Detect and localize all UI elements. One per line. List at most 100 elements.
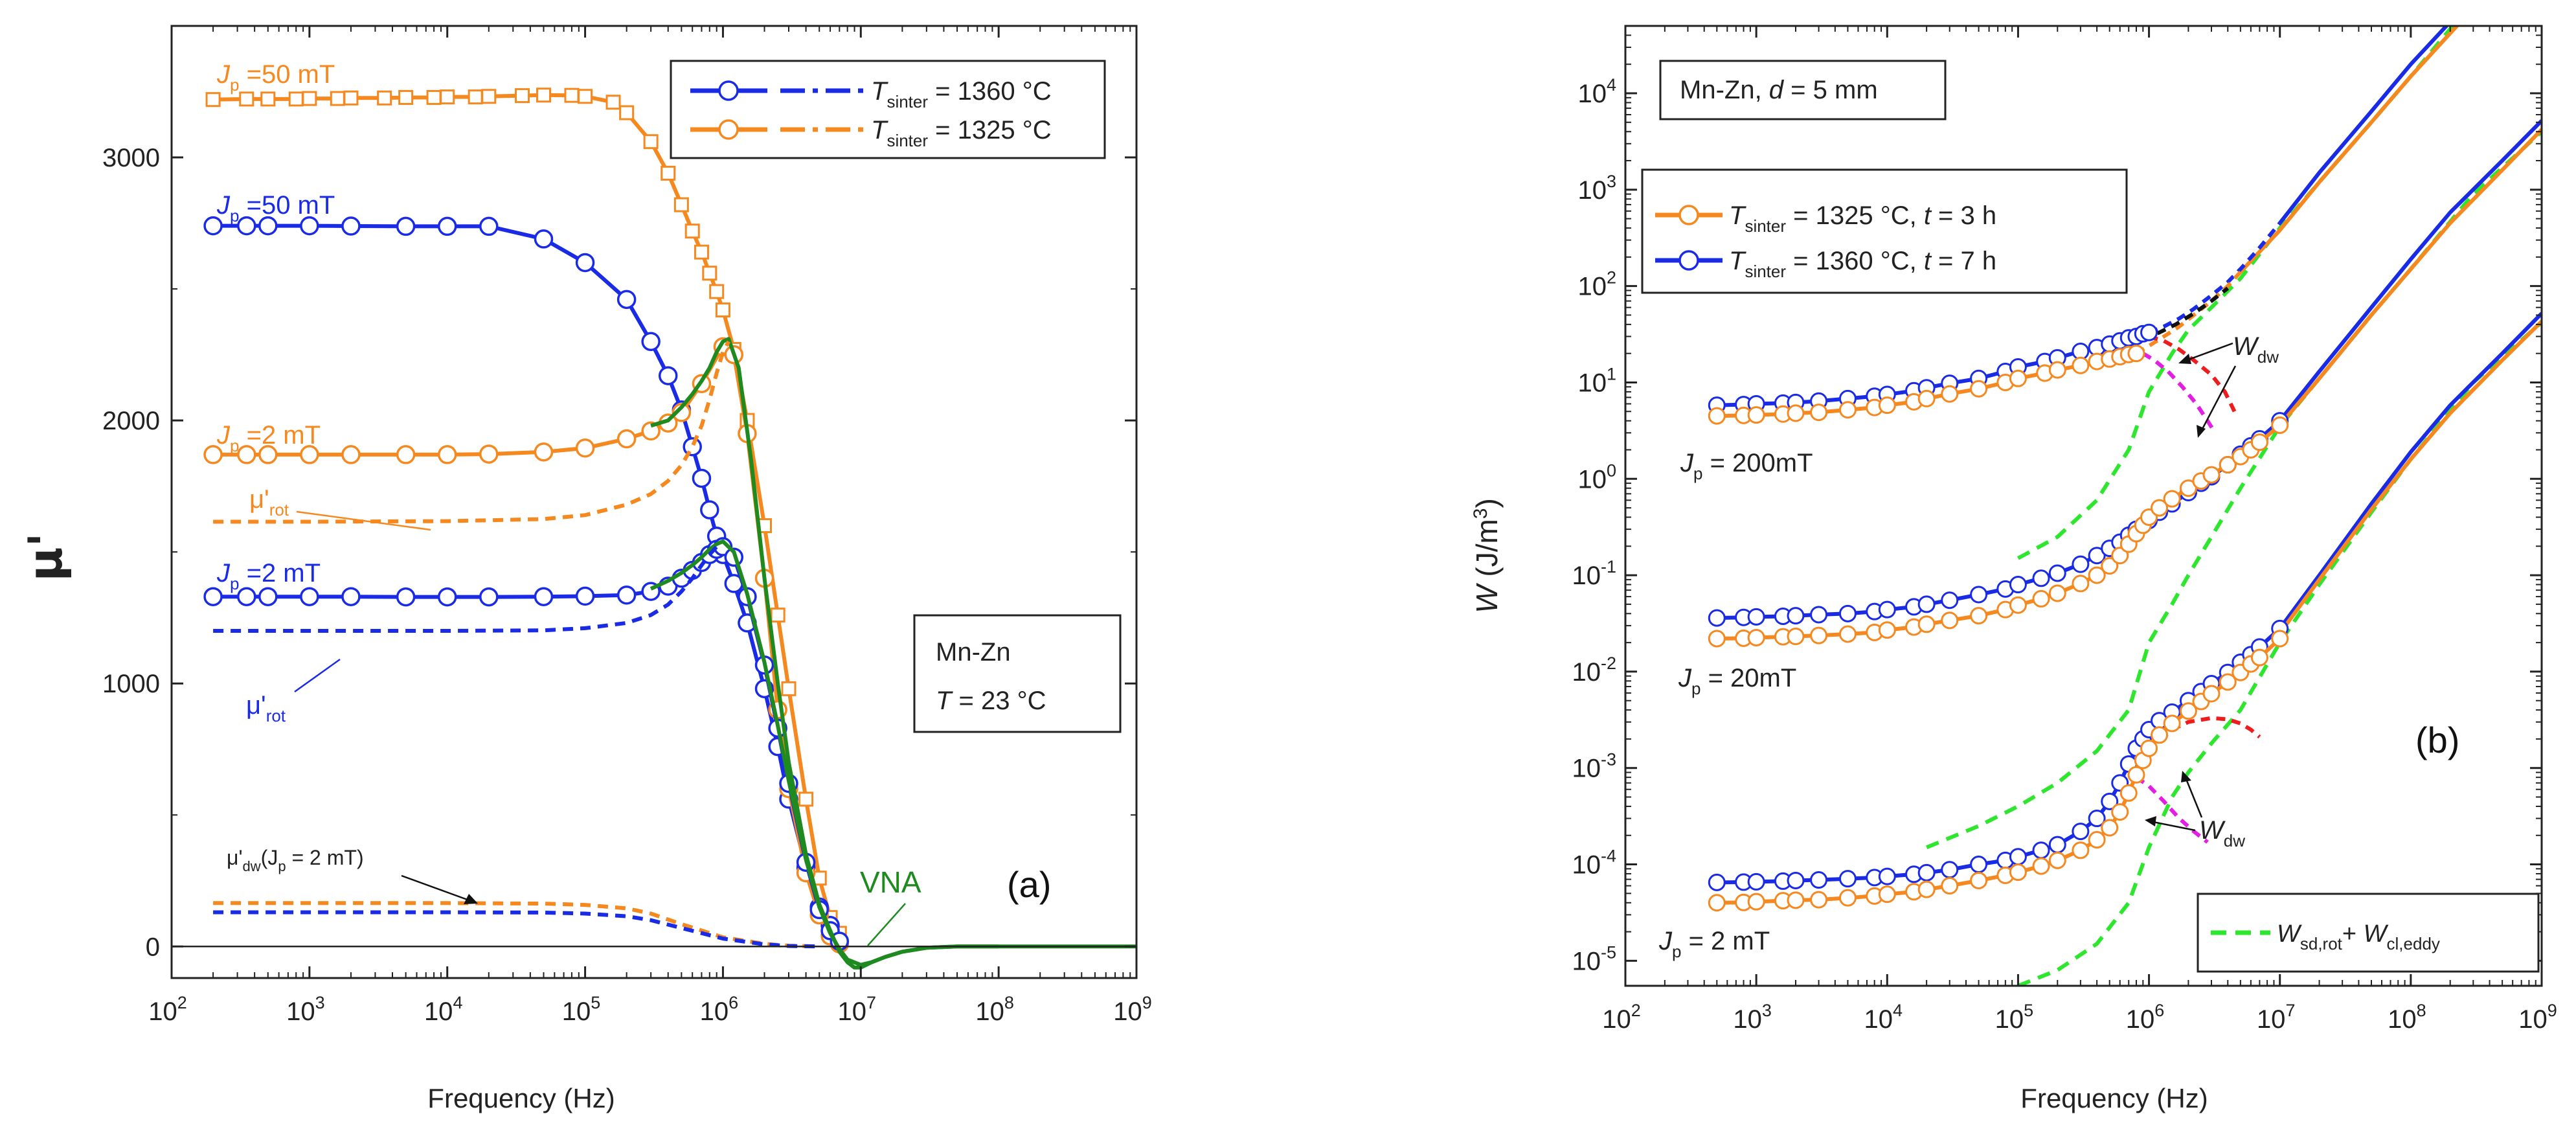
point-a-2-3: [300, 445, 319, 464]
point-b-8-34: [2271, 630, 2289, 648]
point-a-1-11: [641, 332, 661, 352]
point-b-5-15: [2032, 569, 2050, 587]
panel-label-b: (b): [2415, 720, 2459, 760]
point-a-3-10: [616, 586, 637, 605]
point-a-2-9: [575, 438, 595, 458]
xticklabel-b-1: 103: [1733, 1001, 1772, 1034]
series-b-line-13: [2278, 312, 2542, 630]
point-a-2-7: [479, 444, 499, 464]
series-b-line-2: [2148, 222, 2282, 335]
point-b-6-11: [1941, 611, 1959, 630]
xticklabel-a-1: 103: [286, 993, 325, 1026]
point-a-1-0: [203, 216, 223, 236]
point-b-6-2: [1747, 629, 1765, 647]
point-a-0-21: [673, 197, 689, 212]
point-b-6-29: [2202, 466, 2220, 484]
point-b-5-10: [1917, 595, 1936, 613]
series-b-line-9: [2278, 26, 2450, 225]
plot-frame-a: [170, 25, 1138, 979]
point-a-1-10: [616, 290, 637, 310]
point-a-0-31: [781, 681, 797, 696]
point-b-8-4: [1787, 891, 1805, 909]
legend-entry-1360: Tsinter = 1360 °C: [690, 77, 1052, 111]
point-a-2-10: [616, 429, 637, 449]
chart-b-xlabel: Frequency (Hz): [2020, 1083, 2208, 1113]
green-legend-box: Wsd,rot+ Wcl,eddy: [2197, 893, 2540, 973]
point-b-6-14: [2009, 596, 2027, 614]
point-b-7-4: [1787, 871, 1805, 889]
point-a-0-2: [260, 91, 276, 107]
point-a-0-10: [440, 89, 455, 105]
point-b-5-5: [1810, 606, 1828, 624]
point-a-3-8: [534, 587, 554, 606]
yticklabel-b-0: 10-5: [1572, 942, 1616, 975]
xticklabel-a-7: 109: [1113, 993, 1152, 1026]
svg-text:Mn-Zn, d = 5 mm: Mn-Zn, d = 5 mm: [1680, 76, 1878, 104]
point-a-0-14: [536, 87, 551, 103]
point-a-3-4: [341, 587, 361, 606]
chart-b-legend: Tsinter = 1325 °C, t = 3 h Tsinter = 136…: [1641, 168, 2128, 294]
point-a-0-22: [684, 223, 700, 239]
chart-a-series: [203, 87, 1136, 970]
top-box-b: Mn-Zn, d = 5 mm: [1659, 60, 1947, 120]
point-a-2-8: [534, 442, 554, 462]
point-a-0-12: [481, 89, 497, 104]
point-a-1-16: [700, 500, 719, 519]
point-b-7-14: [2009, 848, 2027, 866]
point-b-1-2: [1747, 406, 1765, 424]
point-b-1-4: [1787, 404, 1805, 422]
point-b-5-6: [1838, 604, 1857, 622]
annot-blue-murot-arrow: [294, 658, 341, 693]
point-b-6-15: [2032, 589, 2050, 608]
point-b-6-6: [1838, 625, 1857, 643]
point-b-7-12: [1970, 856, 1988, 874]
xticklabel-b-0: 102: [1602, 1001, 1641, 1034]
point-b-8-17: [2072, 841, 2090, 859]
point-a-3-0: [203, 587, 223, 606]
point-b-6-30: [2219, 456, 2237, 474]
point-a-2-2: [258, 445, 278, 464]
point-a-0-20: [661, 165, 676, 181]
point-a-0-7: [377, 90, 392, 106]
chart-b: 102 103 104 105 106 107 108 109 10-5 10-4 10-3 10-2…: [1470, 25, 2557, 1113]
chart-a-xlabel: Frequency (Hz): [427, 1083, 615, 1113]
point-b-8-10: [1917, 880, 1936, 898]
yticklabel-b-8: 103: [1577, 172, 1616, 205]
point-b-1-11: [1941, 385, 1959, 403]
point-b-5-17: [2072, 555, 2090, 573]
point-b-6-18: [2088, 566, 2106, 584]
point-a-0-9: [426, 89, 442, 105]
point-a-1-4: [341, 216, 361, 236]
point-b-1-5: [1810, 404, 1828, 422]
series-b-line-4: [2142, 286, 2230, 341]
point-a-2-11: [641, 421, 661, 441]
point-b-7-8: [1878, 867, 1896, 885]
legend-entry-1325: Tsinter = 1325 °C: [690, 116, 1052, 150]
point-a-0-16: [578, 89, 593, 104]
point-b-8-24: [2140, 739, 2158, 757]
annot-orange-murot-arrow: [296, 510, 431, 531]
annot-b-wdw-2-arrows: [2145, 771, 2203, 832]
yticklabel-b-1: 10-4: [1572, 847, 1616, 880]
point-b-8-30: [2219, 673, 2237, 691]
panel-label-a: (a): [1007, 864, 1051, 905]
series-a-line-6: [213, 340, 730, 524]
point-b-5-14: [2009, 576, 2027, 594]
point-b-1-17: [2072, 356, 2090, 374]
annot-b-20mT: Jp = 20mT: [1678, 664, 1796, 698]
point-b-6-34: [2271, 416, 2289, 434]
xticklabel-b-7: 109: [2518, 1001, 2557, 1034]
point-a-3-2: [258, 587, 278, 606]
point-a-0-17: [605, 95, 621, 110]
annot-vna: VNA: [860, 865, 921, 899]
yticklabel-b-2: 10-3: [1572, 750, 1616, 783]
point-b-6-10: [1917, 615, 1936, 633]
point-b-8-16: [2048, 851, 2066, 869]
point-a-1-9: [575, 253, 595, 273]
point-b-8-5: [1810, 891, 1828, 909]
yticklabel-a-2: 2000: [102, 407, 160, 435]
chart-a-legend: Tsinter = 1360 °C Tsinter = 1325 °C: [670, 60, 1106, 159]
chart-a-ylabel: μ': [18, 532, 73, 581]
info-box-a: Mn-Zn T = 23 °C: [913, 614, 1122, 733]
point-b-6-16: [2048, 584, 2066, 602]
